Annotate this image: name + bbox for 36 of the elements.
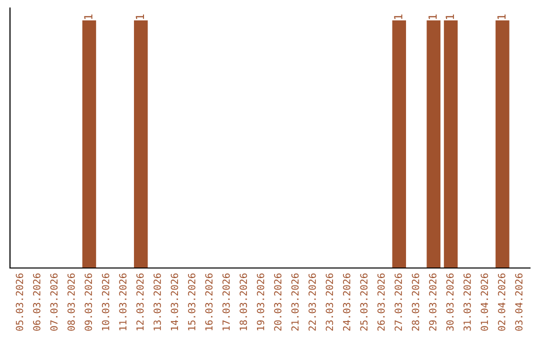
x-tick-label: 22.03.2026 — [308, 273, 316, 331]
x-tick-label: 13.03.2026 — [154, 273, 161, 330]
x-tick-label: 09.03.2026 — [84, 273, 92, 331]
x-tick-label: 12.03.2026 — [136, 273, 144, 330]
data-label: 1 — [394, 14, 402, 20]
x-tick-label: 03.04.2026 — [515, 273, 523, 331]
data-label: 1 — [84, 14, 92, 20]
data-label: 1 — [497, 14, 506, 20]
data-label: 1 — [446, 14, 454, 20]
x-tick-label: 26.03.2026 — [377, 273, 385, 331]
x-tick-label: 10.03.2026 — [102, 273, 110, 330]
x-tick-label: 25.03.2026 — [360, 273, 368, 331]
x-tick-label: 07.03.2026 — [50, 273, 58, 331]
x-tick-label: 21.03.2026 — [291, 273, 299, 331]
x-tick-label: 16.03.2026 — [205, 273, 213, 330]
x-tick-label: 14.03.2026 — [170, 273, 178, 330]
x-tick-label: 01.04.2026 — [480, 273, 488, 331]
x-tick-label: 28.03.2026 — [412, 273, 420, 331]
x-tick-label: 19.03.2026 — [256, 273, 264, 330]
x-tick-label: 20.03.2026 — [274, 273, 282, 331]
data-label: 1 — [136, 14, 144, 20]
x-tick-label: 11.03.2026 — [119, 273, 126, 330]
x-tick-label: 08.03.2026 — [67, 273, 75, 331]
x-tick-label: 06.03.2026 — [33, 273, 40, 331]
x-tick-label: 02.04.2026 — [498, 273, 506, 331]
x-tick-label: 31.03.2026 — [464, 273, 471, 331]
x-tick-label: 30.03.2026 — [446, 273, 454, 331]
x-tick-label: 27.03.2026 — [394, 273, 402, 331]
x-tick-label: 18.03.2026 — [240, 273, 248, 330]
x-tick-label: 17.03.2026 — [222, 273, 230, 330]
data-label: 1 — [428, 14, 437, 20]
x-tick-label: 29.03.2026 — [429, 273, 436, 331]
x-tick-label: 24.03.2026 — [342, 273, 350, 331]
x-tick-label: 23.03.2026 — [326, 273, 334, 331]
x-tick-label: 05.03.2026 — [16, 273, 24, 331]
x-tick-label: 15.03.2026 — [188, 273, 196, 330]
